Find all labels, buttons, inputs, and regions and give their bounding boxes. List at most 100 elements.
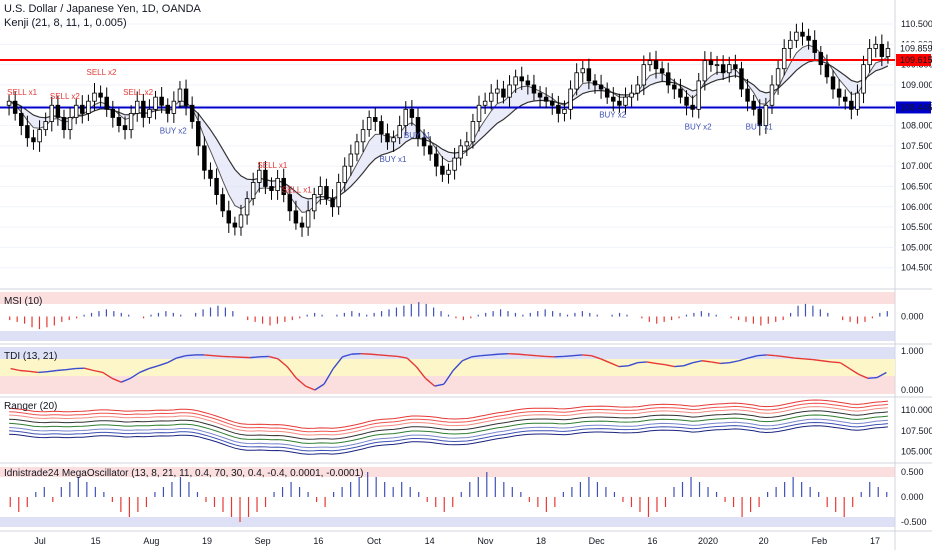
candle-body: [385, 133, 390, 143]
tdi-line-segment: [342, 353, 352, 358]
candle-body: [568, 88, 573, 110]
tdi-line-segment: [250, 356, 260, 359]
tdi-line-segment: [831, 361, 841, 364]
candle-body: [128, 112, 134, 131]
candle-body: [202, 145, 207, 171]
candle-body: [873, 43, 878, 49]
tdi-line-segment: [526, 354, 537, 357]
candle-body: [244, 198, 250, 216]
candle-body: [6, 100, 12, 106]
candle-body: [116, 117, 122, 126]
tdi-line-segment: [480, 354, 491, 357]
candle-body: [403, 108, 409, 126]
tdi-line-segment: [452, 360, 463, 371]
buy-signal-label: BUY x1: [379, 155, 407, 164]
tdi-line-segment: [489, 353, 500, 356]
tdi-blue-zone: [0, 347, 895, 359]
buy-signal-label: BUY x1: [746, 123, 774, 132]
tdi-line-segment: [794, 357, 804, 360]
candle-body: [134, 100, 140, 114]
tdi-line-segment: [277, 358, 288, 368]
mega-y-tick: 0.500: [901, 467, 924, 477]
candle-body: [189, 104, 195, 122]
candle-body: [299, 222, 305, 228]
sell-signal-label: SELL x2: [87, 68, 117, 77]
candle-body: [104, 96, 109, 110]
candle-body: [147, 108, 152, 118]
candle-body: [397, 125, 402, 139]
candle-body: [73, 104, 79, 118]
tdi-line-segment: [167, 357, 177, 364]
x-tick-label: 18: [536, 536, 546, 546]
x-tick-label: Nov: [477, 536, 494, 546]
candle-body: [324, 186, 329, 200]
candle-body: [67, 117, 73, 131]
support-price-badge-bg: [896, 101, 931, 114]
candle-body: [19, 112, 24, 126]
candle-body: [31, 137, 36, 143]
candle-body: [867, 48, 872, 66]
candle-body: [488, 92, 494, 102]
y-tick-label: 110.500: [901, 19, 932, 29]
candle-body: [745, 88, 750, 102]
candle-body: [311, 194, 317, 212]
tdi-line-segment: [65, 367, 76, 371]
tdi-line-segment: [775, 354, 786, 358]
candle-body: [751, 100, 756, 110]
x-tick-label: 15: [91, 536, 101, 546]
candle-body: [452, 157, 457, 171]
x-tick-label: 19: [202, 536, 212, 546]
tdi-line-segment: [729, 360, 740, 364]
tdi-line-segment: [28, 370, 39, 374]
candle-body: [421, 137, 427, 147]
candle-body: [366, 117, 372, 131]
candle-body: [604, 88, 610, 98]
tdi-line-segment: [572, 354, 583, 357]
candle-body: [842, 96, 848, 102]
tdi-line-segment: [701, 360, 712, 363]
tdi-line-segment: [618, 365, 629, 368]
candle-body: [470, 121, 476, 143]
candle-body: [336, 182, 341, 208]
tdi-line-segment: [876, 371, 887, 379]
tdi-line-segment: [397, 355, 408, 359]
tdi-y-tick: 0.000: [901, 385, 924, 395]
candle-body: [830, 76, 836, 90]
candle-body: [110, 108, 116, 118]
tdi-line-segment: [646, 361, 657, 365]
tdi-line-segment: [471, 354, 481, 358]
tdi-line-segment: [711, 361, 721, 365]
tdi-line-segment: [536, 354, 546, 358]
candle-body: [37, 129, 42, 143]
candle-body: [794, 31, 799, 41]
tdi-line-segment: [10, 367, 20, 372]
tdi-line-segment: [111, 377, 122, 383]
x-tick-label: Aug: [143, 536, 159, 546]
candle-body: [476, 104, 482, 122]
tdi-line-segment: [738, 357, 749, 362]
candle-body: [733, 64, 738, 70]
candle-body: [122, 125, 128, 131]
candle-body: [495, 88, 500, 94]
tdi-line-segment: [600, 358, 611, 364]
tdi-line-segment: [609, 362, 620, 368]
candle-body: [482, 100, 488, 106]
y-tick-label: 106.000: [901, 202, 932, 212]
candle-body: [183, 88, 189, 106]
symbol-title: U.S. Dollar / Japanese Yen, 1D, OANDA: [4, 3, 201, 15]
resistance-price-badge: 109.615: [900, 55, 932, 65]
candle-body: [43, 121, 48, 131]
x-tick-label: Jul: [34, 536, 46, 546]
tdi-line-segment: [332, 356, 344, 369]
candle-body: [885, 48, 891, 57]
x-tick-label: Sep: [255, 536, 271, 546]
tdi-line-segment: [157, 362, 168, 367]
tdi-line-segment: [803, 358, 813, 361]
candle-body: [415, 117, 421, 139]
sell-signal-label: SELL x2: [50, 92, 80, 101]
candle-body: [464, 141, 470, 147]
candle-body: [861, 64, 866, 94]
y-tick-label: 109.000: [901, 80, 932, 90]
tdi-line-segment: [38, 370, 48, 374]
